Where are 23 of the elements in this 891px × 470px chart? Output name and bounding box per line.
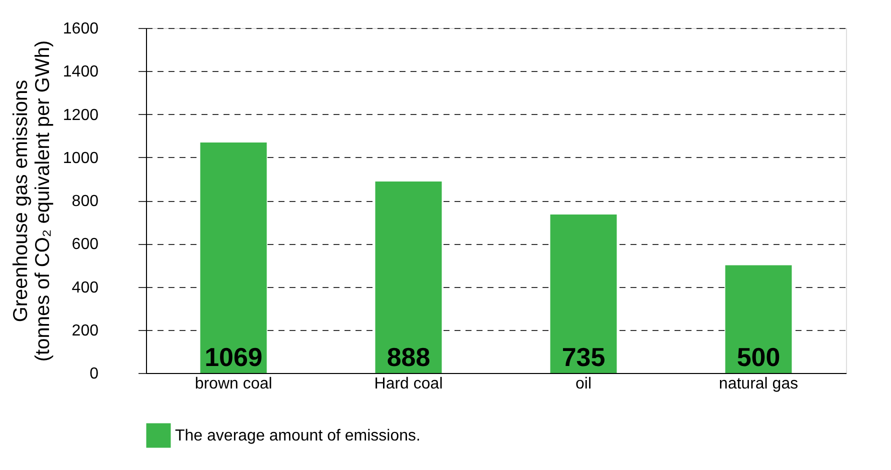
y-tick-label: 800 [72,193,99,210]
bar [725,265,792,373]
y-axis-title: Greenhouse gas emissions (tonnes of CO₂ equivalent per GWh) [10,40,54,362]
y-tick-label: 1000 [62,150,99,167]
bar [200,142,267,373]
data-label: 500 [736,342,780,372]
bar [375,182,442,373]
bar [550,214,617,373]
y-tick-label: 600 [72,236,99,254]
data-label: 735 [562,342,606,372]
y-tick-label: 1600 [62,20,99,38]
y-tick-label: 1200 [62,106,99,124]
y-tick-label: 0 [90,366,99,382]
legend-label: The average amount of emissions. [175,428,420,444]
x-tick-label: oil [575,376,592,392]
y-tick-label: 400 [72,279,99,296]
x-tick-label: brown coal [194,376,272,392]
data-label: 888 [386,342,430,372]
y-tick-label: 1400 [62,64,99,81]
y-tick-label: 200 [72,322,99,340]
x-tick-label: natural gas [718,376,798,392]
data-label: 1069 [204,342,262,372]
x-tick-label: Hard coal [374,376,443,392]
